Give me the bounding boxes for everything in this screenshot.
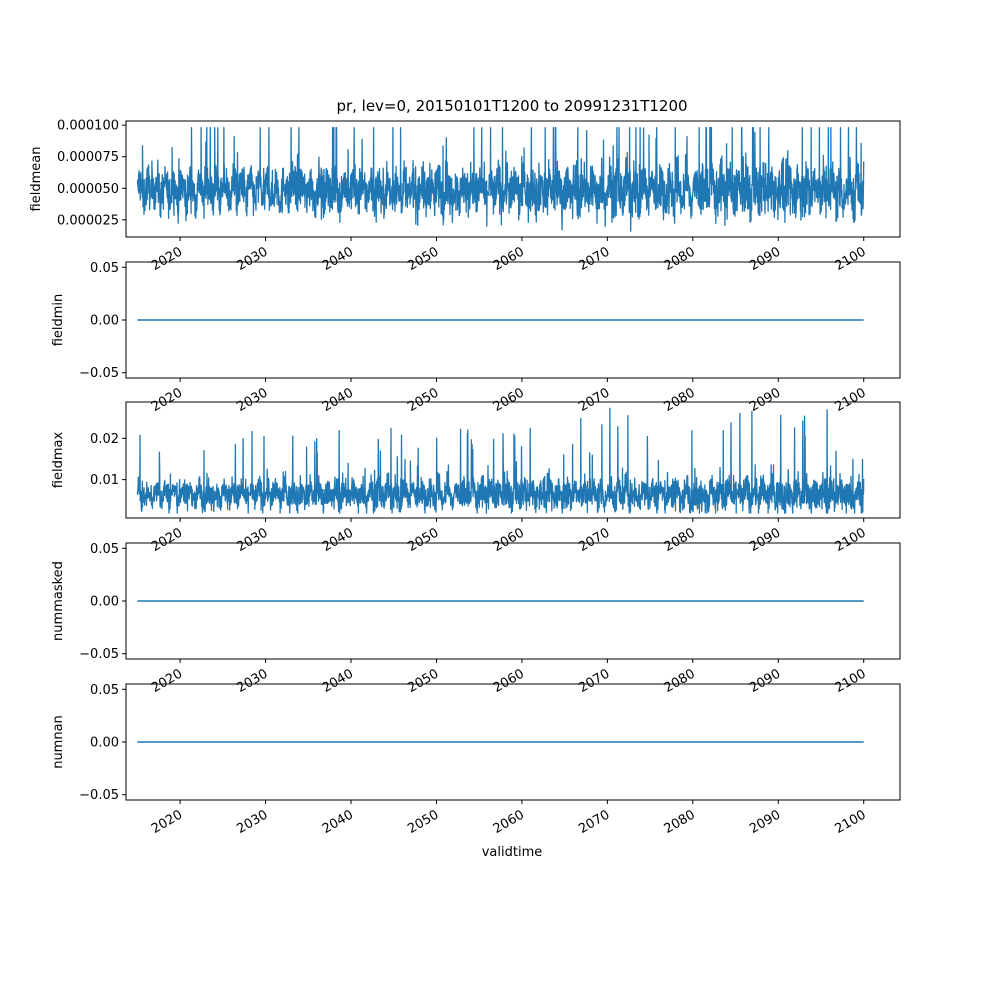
fieldmin-ytick-label: −0.05: [79, 366, 119, 381]
fieldmin-xtick-label: 2050: [405, 385, 441, 415]
chart-title: pr, lev=0, 20150101T1200 to 20991231T120…: [336, 97, 687, 115]
fieldmean-xtick-label: 2080: [662, 244, 698, 274]
fieldmax-xtick-label: 2080: [662, 525, 698, 555]
nummasked-xtick-label: 2090: [747, 666, 783, 696]
fieldmax-series-line: [136, 407, 865, 514]
fieldmin-xtick-label: 2100: [833, 385, 869, 415]
fieldmax-ytick-label: 0.01: [90, 473, 119, 488]
fieldmin-ytick-label: 0.00: [90, 314, 119, 329]
panel-fieldmin: −0.05 0.00 0.05 fieldmin 2020 2030 2040 2050 206…: [51, 261, 901, 415]
nummasked-xtick-label: 2080: [662, 666, 698, 696]
fieldmax-xtick-label: 2070: [576, 525, 612, 555]
numnan-xtick-label: 2030: [234, 807, 270, 837]
fieldmax-xtick-label: 2030: [234, 525, 270, 555]
fieldmax-y-axis-label: fieldmax: [51, 432, 66, 489]
panel-numnan: −0.05 0.00 0.05 numnan 2020 2030 2040 2050 2060 2…: [51, 683, 901, 837]
fieldmax-xtick-label: 2040: [320, 525, 356, 555]
nummasked-xtick-label: 2020: [149, 666, 185, 696]
numnan-ytick-label: 0.05: [90, 683, 119, 698]
fieldmean-xtick-label: 2070: [576, 244, 612, 274]
numnan-xtick-label: 2070: [576, 807, 612, 837]
numnan-xtick-label: 2090: [747, 807, 783, 837]
numnan-ytick-label: 0.00: [90, 736, 119, 751]
fieldmin-xtick-label: 2020: [149, 385, 185, 415]
fieldmin-xtick-label: 2040: [320, 385, 356, 415]
fieldmax-xtick-label: 2060: [491, 525, 527, 555]
fieldmean-y-axis-label: fieldmean: [29, 147, 44, 212]
x-axis-label: validtime: [482, 845, 543, 860]
numnan-ytick-label: −0.05: [79, 788, 119, 803]
fieldmean-ytick-label: 0.000100: [57, 119, 119, 134]
nummasked-xtick-label: 2060: [491, 666, 527, 696]
fieldmean-ytick-label: 0.000075: [57, 150, 119, 165]
fieldmax-xtick-label: 2020: [149, 525, 185, 555]
fieldmax-xtick-label: 2090: [747, 525, 783, 555]
numnan-xtick-label: 2100: [833, 807, 869, 837]
nummasked-y-axis-label: nummasked: [51, 561, 66, 641]
numnan-y-axis-label: numnan: [51, 715, 66, 769]
nummasked-xtick-label: 2030: [234, 666, 270, 696]
fieldmean-xtick-label: 2050: [405, 244, 441, 274]
fieldmean-ytick-label: 0.000025: [57, 213, 119, 228]
fieldmean-xtick-label: 2060: [491, 244, 527, 274]
nummasked-xtick-label: 2070: [576, 666, 612, 696]
fieldmean-xtick-label: 2030: [234, 244, 270, 274]
nummasked-ytick-label: 0.05: [90, 542, 119, 557]
nummasked-ytick-label: −0.05: [79, 647, 119, 662]
panel-fieldmax: 0.01 0.02 fieldmax 2020 2030 2040 2050 2060 2070…: [51, 401, 901, 555]
panel-nummasked: −0.05 0.00 0.05 nummasked 2020 2030 2040 2050 20…: [51, 542, 901, 696]
numnan-xtick-label: 2060: [491, 807, 527, 837]
nummasked-xtick-label: 2050: [405, 666, 441, 696]
fieldmax-ytick-label: 0.02: [90, 432, 119, 447]
nummasked-ytick-label: 0.00: [90, 595, 119, 610]
fieldmean-ytick-label: 0.000050: [57, 182, 119, 197]
fieldmean-xtick-label: 2020: [149, 244, 185, 274]
numnan-xtick-label: 2020: [149, 807, 185, 837]
fieldmin-ytick-label: 0.05: [90, 261, 119, 276]
numnan-xtick-label: 2050: [405, 807, 441, 837]
fieldmin-xtick-label: 2030: [234, 385, 270, 415]
fieldmean-axes-frame: [125, 120, 901, 238]
fieldmean-xtick-label: 2040: [320, 244, 356, 274]
fieldmin-y-axis-label: fieldmin: [51, 294, 66, 347]
numnan-xtick-label: 2040: [320, 807, 356, 837]
fieldmean-xtick-label: 2100: [833, 244, 869, 274]
fieldmax-xtick-label: 2050: [405, 525, 441, 555]
numnan-xtick-label: 2080: [662, 807, 698, 837]
fieldmin-xtick-label: 2070: [576, 385, 612, 415]
fieldmin-xtick-label: 2060: [491, 385, 527, 415]
fieldmean-xtick-label: 2090: [747, 244, 783, 274]
fieldmin-xtick-label: 2080: [662, 385, 698, 415]
fieldmean-series-line: [136, 127, 865, 232]
fieldmax-xtick-label: 2100: [833, 525, 869, 555]
nummasked-xtick-label: 2040: [320, 666, 356, 696]
fieldmin-xtick-label: 2090: [747, 385, 783, 415]
nummasked-xtick-label: 2100: [833, 666, 869, 696]
panel-fieldmean: 0.000025 0.000050 0.000075 0.000100 fieldmea…: [29, 119, 901, 274]
